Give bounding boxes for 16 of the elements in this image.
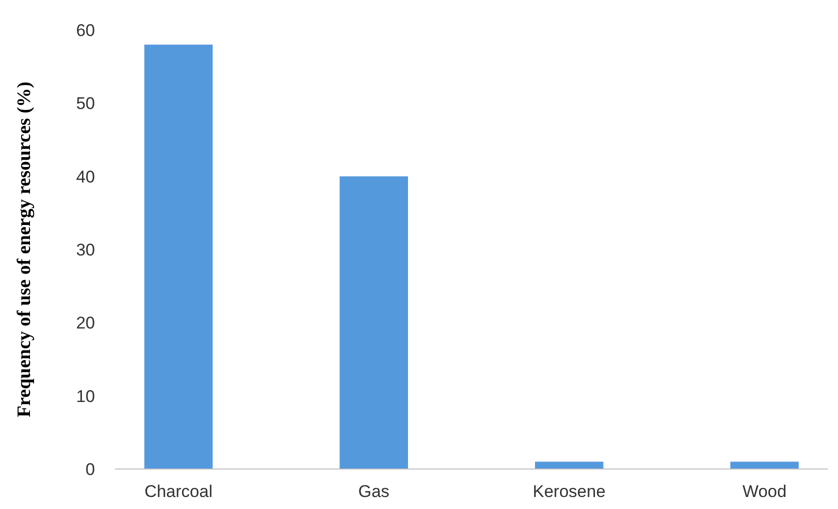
y-tick-label: 60 <box>76 20 95 40</box>
x-tick-label: Kerosene <box>532 482 606 501</box>
bar <box>340 176 408 469</box>
y-tick-label: 20 <box>76 314 95 333</box>
bar <box>144 44 213 469</box>
y-tick-label: 30 <box>76 240 95 260</box>
x-tick-label: Wood <box>742 482 787 501</box>
x-tick-label: Gas <box>358 482 390 501</box>
bar <box>534 462 604 469</box>
bar <box>730 462 799 469</box>
y-tick-label: 0 <box>86 460 95 479</box>
y-tick-label: 50 <box>76 94 95 114</box>
x-tick-label: Charcoal <box>144 482 213 501</box>
y-tick-label: 10 <box>76 386 95 406</box>
y-tick-label: 40 <box>76 167 95 186</box>
y-axis-title: Frequency of use of energy resources (%) <box>14 82 35 418</box>
